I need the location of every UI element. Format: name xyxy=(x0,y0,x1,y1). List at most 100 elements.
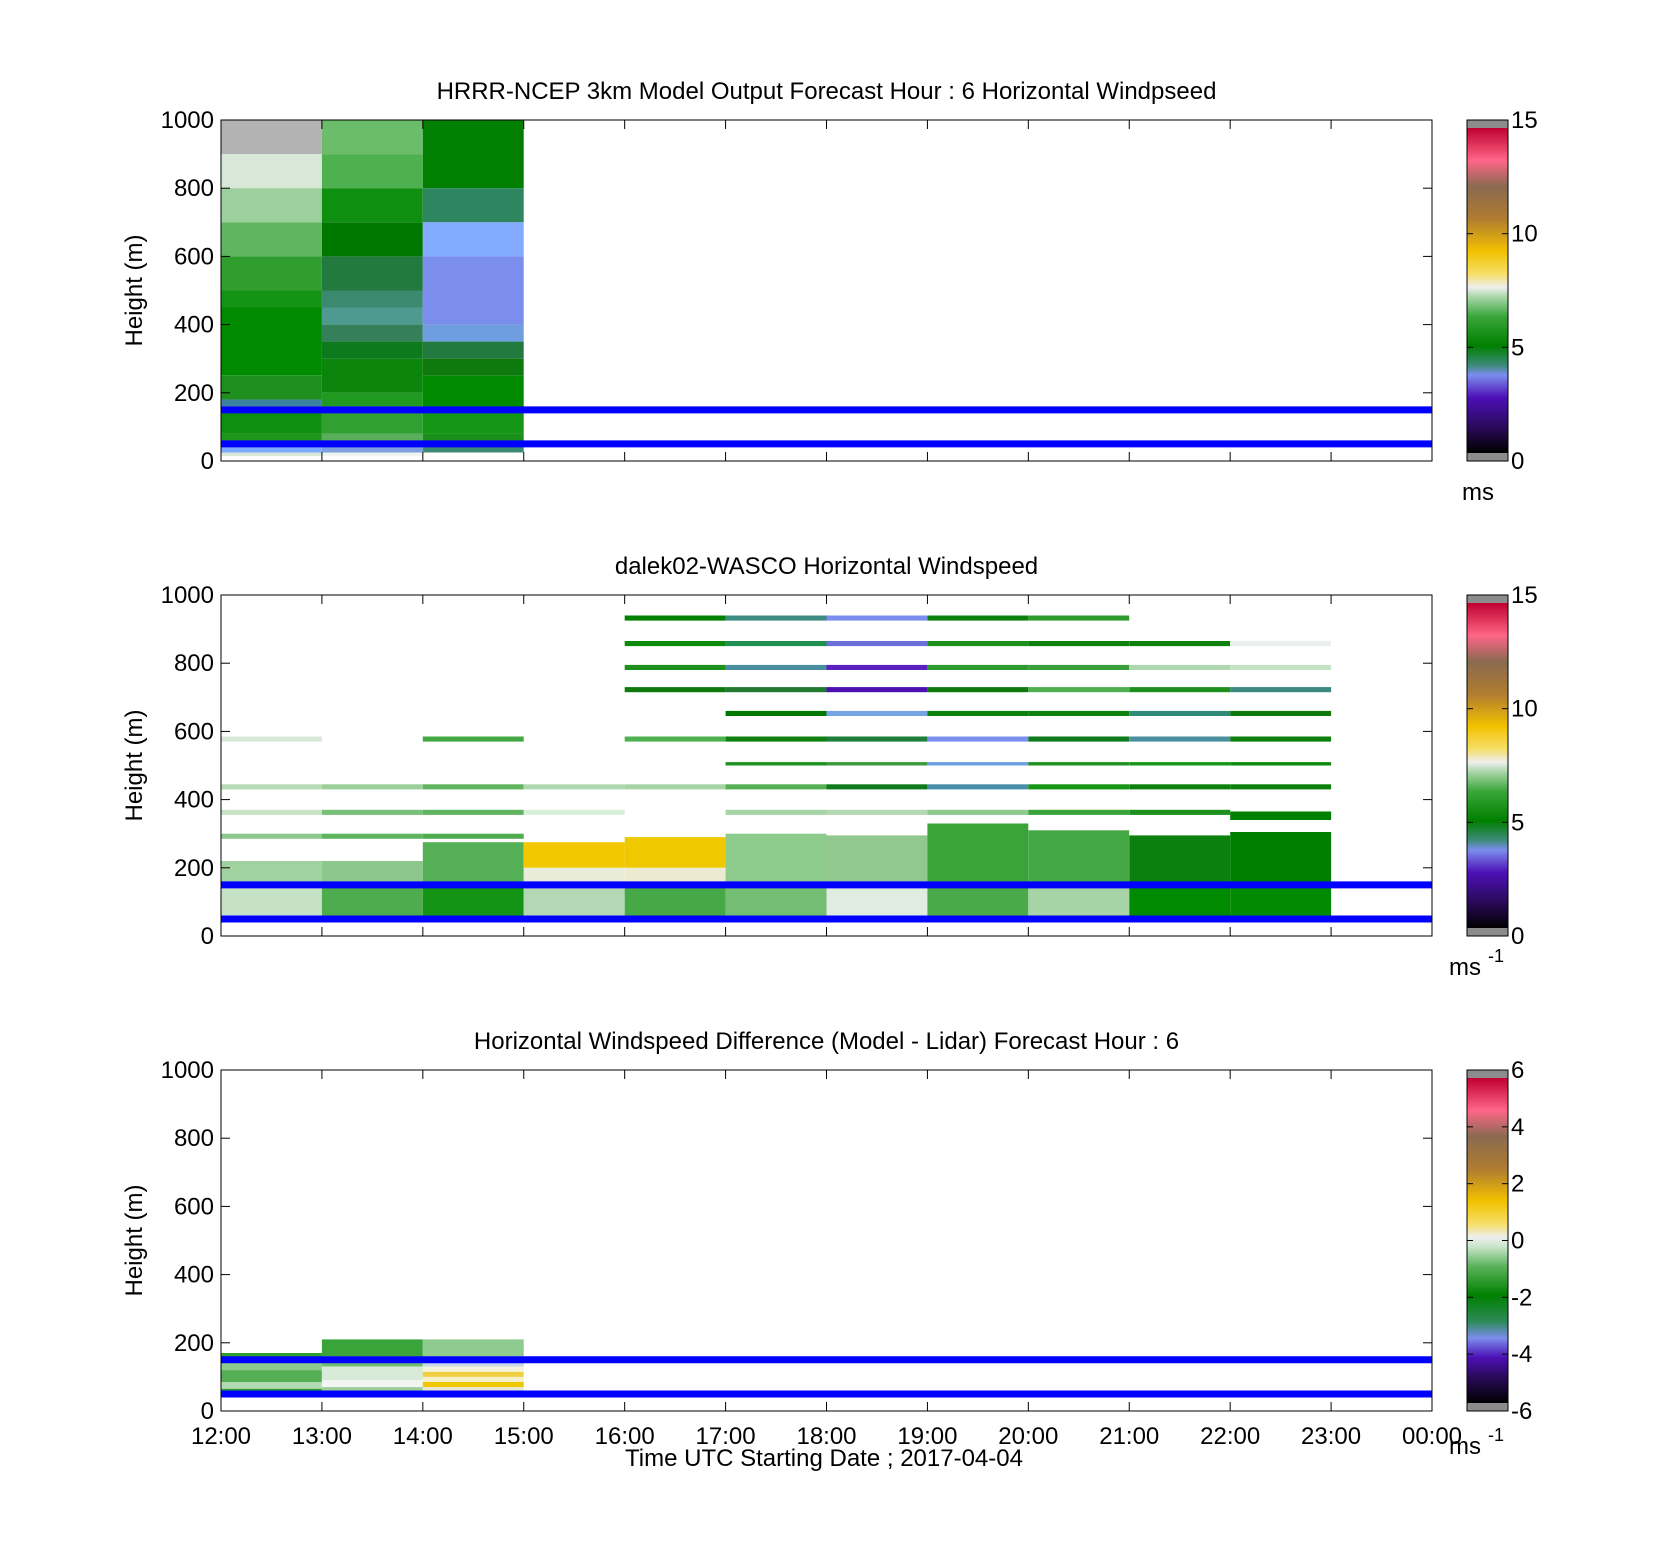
heatmap-cell xyxy=(826,835,928,885)
heatmap-cell xyxy=(422,120,524,189)
heatmap-cell xyxy=(321,358,423,393)
colorbar-tick-label: 10 xyxy=(1511,221,1538,248)
heatmap-cell xyxy=(1028,762,1130,766)
heatmap-cell xyxy=(1230,811,1332,820)
heatmap-cell xyxy=(624,641,726,647)
panel-3: 12:00 13:00 14:00 15:00 16:00 17:00 18:00 19:00… xyxy=(121,1028,1532,1460)
x-tick-label: 20:00 xyxy=(998,1423,1058,1450)
y-tick-label: 600 xyxy=(174,243,214,270)
heatmap-cell xyxy=(422,1339,524,1357)
heatmap-cell xyxy=(221,784,322,790)
heatmap-cell xyxy=(725,687,827,693)
heatmap-cell xyxy=(221,256,322,291)
heatmap-cell xyxy=(422,341,524,359)
panel-title: Horizontal Windspeed Difference (Model -… xyxy=(474,1028,1179,1055)
colorbar-frame xyxy=(1466,119,1509,462)
heatmap-cell xyxy=(725,833,827,885)
heatmap-cell xyxy=(826,784,928,790)
heatmap-cell xyxy=(422,324,524,342)
heatmap-cell xyxy=(624,615,726,621)
heatmap-cell xyxy=(221,307,322,376)
heatmap-cell xyxy=(422,784,524,790)
heatmap-cell xyxy=(1028,809,1130,815)
colorbar-tick-label: 15 xyxy=(1511,107,1538,134)
heatmap-cell xyxy=(221,120,322,155)
heatmap-cell xyxy=(1230,664,1332,670)
x-tick-label: 18:00 xyxy=(796,1423,856,1450)
heatmap-cell xyxy=(624,867,726,885)
colorbar-tick-label: 0 xyxy=(1511,448,1524,475)
heatmap-cell xyxy=(725,736,827,742)
heatmap-cell xyxy=(422,445,524,453)
colorbar-tick-label: 10 xyxy=(1511,696,1538,723)
y-tick-label: 0 xyxy=(201,923,214,950)
heatmap-cell xyxy=(422,188,524,223)
heatmap-cell xyxy=(221,222,322,257)
y-tick-label: 600 xyxy=(174,718,214,745)
colorbar-cap-top xyxy=(1467,595,1508,603)
panel-title: dalek02-WASCO Horizontal Windspeed xyxy=(615,553,1038,580)
x-tick-label: 22:00 xyxy=(1200,1423,1260,1450)
heatmap-cell xyxy=(221,1359,322,1370)
heatmap-cell xyxy=(1028,736,1130,742)
x-tick-label: 14:00 xyxy=(393,1423,453,1450)
heatmap-cell xyxy=(1230,832,1332,885)
colorbar-tick-label: 5 xyxy=(1511,809,1524,836)
heatmap-cell xyxy=(321,433,423,444)
heatmap-cell xyxy=(321,809,423,815)
heatmap-cell xyxy=(1129,762,1231,766)
heatmap-cell xyxy=(624,664,726,670)
colorbar-unit-superscript: -1 xyxy=(1488,946,1504,966)
colorbar-cap-bottom xyxy=(1467,928,1508,936)
heatmap-cell xyxy=(221,433,322,444)
y-tick-label: 200 xyxy=(174,855,214,882)
heatmap-cell xyxy=(1028,710,1130,716)
heatmap-cell xyxy=(725,809,827,815)
x-tick-label: 23:00 xyxy=(1301,1423,1361,1450)
heatmap-cell xyxy=(927,784,1029,790)
heatmap-cell xyxy=(523,784,625,790)
y-tick-label: 1000 xyxy=(161,107,214,134)
heatmap-cell xyxy=(221,1382,322,1389)
colorbar-unit-superscript: -1 xyxy=(1488,1425,1504,1445)
colorbar-tick-label: 15 xyxy=(1511,582,1538,609)
heatmap-cell xyxy=(826,762,928,766)
heatmap-cell xyxy=(1230,762,1332,766)
heatmap-cell xyxy=(725,710,827,716)
heatmap-cell xyxy=(523,842,625,868)
x-tick-label: 12:00 xyxy=(191,1423,251,1450)
heatmap-cell xyxy=(826,809,928,815)
y-tick-label: 0 xyxy=(201,448,214,475)
heatmap-cell xyxy=(321,861,423,885)
heatmap-cell xyxy=(523,867,625,885)
heatmap-cell xyxy=(1028,615,1130,621)
heatmap-cell xyxy=(927,641,1029,647)
x-tick-label: 15:00 xyxy=(494,1423,554,1450)
colorbar-cap-bottom xyxy=(1467,1403,1508,1411)
heatmap-cell xyxy=(422,222,524,257)
heatmap-cell xyxy=(321,1339,423,1357)
colorbar-tick-label: 4 xyxy=(1511,1114,1524,1141)
heatmap-cell xyxy=(1230,641,1332,647)
heatmap-cell xyxy=(927,664,1029,670)
heatmap-cell xyxy=(927,736,1029,742)
colorbar-cap-top xyxy=(1467,120,1508,128)
heatmap-cell xyxy=(826,664,928,670)
heatmap-cell xyxy=(927,687,1029,693)
heatmap-cell xyxy=(826,687,928,693)
colorbar-cap-bottom xyxy=(1467,453,1508,461)
heatmap-cell xyxy=(1129,809,1231,815)
heatmap-cell xyxy=(321,307,423,325)
colorbar-tick-label: -2 xyxy=(1511,1284,1532,1311)
heatmap-cell xyxy=(624,837,726,868)
heatmap-cell xyxy=(1129,641,1231,647)
x-tick-label: 00:00 xyxy=(1402,1423,1462,1450)
heatmap-cell xyxy=(221,833,322,839)
heatmap-cell xyxy=(523,809,625,815)
y-axis-label: Height (m) xyxy=(121,234,148,346)
y-tick-label: 800 xyxy=(174,1125,214,1152)
heatmap-cell xyxy=(422,1366,524,1372)
colorbar: 0 5 10 15 ms xyxy=(1462,107,1538,506)
colorbar-frame xyxy=(1466,594,1509,937)
colorbar-gradient xyxy=(1467,128,1508,453)
